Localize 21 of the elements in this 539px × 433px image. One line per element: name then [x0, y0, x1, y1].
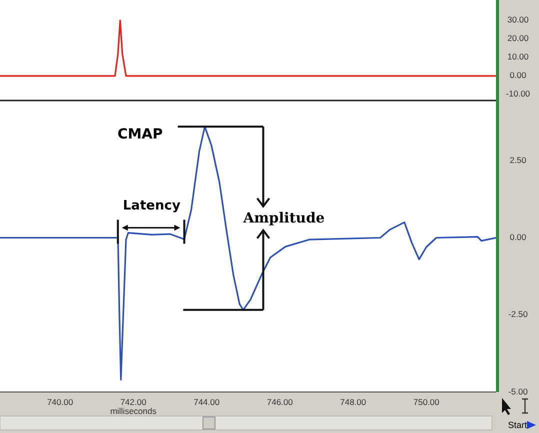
y-tick-label: 30.00 — [507, 14, 529, 25]
x-axis-title: milliseconds — [110, 406, 156, 416]
y-tick-label: 20.00 — [507, 33, 529, 44]
x-tick-label: 746.00 — [266, 397, 294, 407]
x-tick-label: 750.00 — [413, 397, 440, 407]
annotation: Amplitude — [242, 210, 325, 226]
y-tick-label: 10.00 — [507, 52, 529, 62]
text: Start — [508, 420, 528, 430]
y-tick-label: -2.50 — [508, 309, 528, 320]
x-tick-label: 740.00 — [47, 397, 74, 407]
x-tick-label: 744.00 — [194, 397, 220, 407]
annotation: Latency — [122, 198, 181, 214]
annotation: CMAP — [117, 126, 163, 143]
line-series — [0, 126, 496, 380]
y-tick-label: 2.50 — [510, 154, 527, 165]
y-tick-label: -10.00 — [506, 88, 530, 99]
y-tick-label: -5.00 — [508, 386, 528, 396]
y-tick-label: 0.00 — [510, 232, 527, 242]
y-tick-label: 0.00 — [510, 70, 527, 80]
x-tick-label: 748.00 — [340, 397, 366, 407]
x-tick-label: 742.00 — [120, 397, 147, 407]
